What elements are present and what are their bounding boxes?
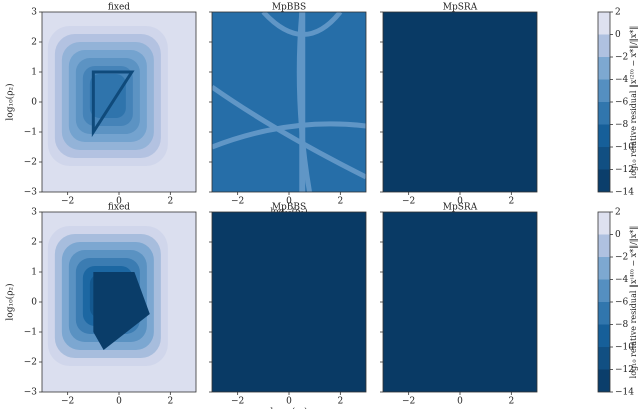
colorbar-band xyxy=(598,12,610,35)
colorbar-label: log₁₀ relative residual ‖x⁽²⁰⁾ − x*‖/‖x*… xyxy=(629,26,638,179)
x-tick-label: 2 xyxy=(167,397,173,407)
panel: MpBBS −2 0 2 xyxy=(209,3,367,207)
x-axis-label: log₁₀(ρ₁) xyxy=(270,407,307,409)
y-tick-label: −1 xyxy=(24,128,37,138)
panel-title: fixed xyxy=(108,203,130,213)
contour-band xyxy=(299,12,306,192)
colorbar-band xyxy=(598,234,610,257)
colorbar-band xyxy=(598,169,610,192)
panel-title: MpSRA xyxy=(443,203,478,213)
colorbar-tick-label: −2 xyxy=(615,253,628,263)
x-tick-label: −2 xyxy=(231,397,244,407)
field xyxy=(42,212,196,392)
colorbar-tick-label: −6 xyxy=(615,298,629,308)
field xyxy=(42,12,196,192)
colorbar-band xyxy=(598,369,610,392)
colorbar-tick-label: −10 xyxy=(615,143,634,153)
colorbar-tick-label: −10 xyxy=(615,343,634,353)
x-tick-label: 0 xyxy=(457,397,463,407)
y-axis-label: log₁₀(ρ₂) xyxy=(5,283,16,320)
colorbar-band xyxy=(598,324,610,347)
x-tick-label: 2 xyxy=(508,197,514,207)
panel-title: fixed xyxy=(108,3,130,13)
y-tick-label: 3 xyxy=(31,8,37,18)
contour-band xyxy=(89,74,126,118)
colorbar-band xyxy=(598,347,610,370)
y-tick-label: 3 xyxy=(31,208,37,218)
colorbar-tick-label: 0 xyxy=(615,230,621,240)
field xyxy=(212,212,366,392)
colorbar-tick-label: −4 xyxy=(615,275,629,285)
panel: MpSRA −2 0 2 xyxy=(380,203,538,407)
panel: MpBBS −2 0 2 xyxy=(209,203,367,407)
x-tick-label: −2 xyxy=(61,397,74,407)
panel-title: MpBBS xyxy=(272,203,306,213)
colorbar-band xyxy=(598,302,610,325)
colorbar-tick-label: −14 xyxy=(615,188,634,198)
field-bg xyxy=(212,212,366,392)
colorbar-tick-label: 0 xyxy=(615,30,621,40)
y-tick-label: −2 xyxy=(24,158,37,168)
x-tick-label: −2 xyxy=(402,397,415,407)
y-tick-label: 2 xyxy=(31,38,37,48)
contour-core xyxy=(93,272,150,350)
colorbar-tick-label: −12 xyxy=(615,365,634,375)
colorbar-band xyxy=(598,102,610,125)
y-tick-label: −2 xyxy=(24,358,37,368)
y-tick-label: −3 xyxy=(24,188,38,198)
y-tick-label: 1 xyxy=(31,268,37,278)
colorbar-tick-label: −2 xyxy=(615,53,628,63)
colorbar-tick-label: −8 xyxy=(615,320,629,330)
colorbar-band xyxy=(598,279,610,302)
contour-core xyxy=(91,70,135,138)
x-tick-label: 2 xyxy=(167,197,173,207)
y-tick-label: −1 xyxy=(24,328,37,338)
contour-band xyxy=(212,121,366,150)
colorbar-tick-label: −12 xyxy=(615,165,634,175)
x-tick-label: 2 xyxy=(337,397,343,407)
panel-title: MpBBS xyxy=(272,3,306,13)
colorbar-band xyxy=(598,257,610,280)
colorbar-band xyxy=(598,34,610,57)
panel: fixed −2 0 2 −3 −2 −1 0 1 2 3 xyxy=(24,203,197,407)
panel: fixed −2 0 2 −3 −2 −1 0 1 2 3 xyxy=(24,3,197,207)
x-tick-label: 2 xyxy=(337,197,343,207)
y-tick-label: 0 xyxy=(31,98,37,108)
x-tick-label: −2 xyxy=(231,197,244,207)
colorbar-band xyxy=(598,124,610,147)
x-tick-label: 0 xyxy=(286,197,292,207)
x-tick-label: 0 xyxy=(286,397,292,407)
colorbar-tick-label: 2 xyxy=(615,208,621,218)
field xyxy=(383,212,537,392)
colorbar-band xyxy=(598,212,610,235)
y-tick-label: −3 xyxy=(24,388,38,398)
panel: MpSRA −2 0 2 xyxy=(380,3,538,207)
colorbar-tick-label: −6 xyxy=(615,98,629,108)
colorbar-label: log₁₀ relative residual ‖x⁽⁴⁰⁾ − x*‖/‖x*… xyxy=(629,226,638,379)
y-axis-label: log₁₀(ρ₂) xyxy=(5,83,16,120)
x-tick-label: 0 xyxy=(457,197,463,207)
x-tick-label: 0 xyxy=(116,397,122,407)
colorbar-tick-label: 2 xyxy=(615,8,621,18)
colorbar-tick-label: −4 xyxy=(615,75,629,85)
field-bg xyxy=(383,12,537,192)
contour-band xyxy=(212,84,366,180)
field xyxy=(212,12,366,192)
y-tick-label: 2 xyxy=(31,238,37,248)
x-tick-label: 0 xyxy=(116,197,122,207)
colorbar-tick-label: −8 xyxy=(615,120,629,130)
colorbar-tick-label: −14 xyxy=(615,388,634,398)
field xyxy=(383,12,537,192)
y-tick-label: 1 xyxy=(31,68,37,78)
x-tick-label: −2 xyxy=(61,197,74,207)
colorbar-band xyxy=(598,57,610,80)
x-tick-label: 2 xyxy=(508,397,514,407)
y-tick-label: 0 xyxy=(31,298,37,308)
x-tick-label: −2 xyxy=(402,197,415,207)
field-bg xyxy=(383,212,537,392)
colorbar-band xyxy=(598,79,610,102)
colorbar-band xyxy=(598,147,610,170)
panel-title: MpSRA xyxy=(443,3,478,13)
